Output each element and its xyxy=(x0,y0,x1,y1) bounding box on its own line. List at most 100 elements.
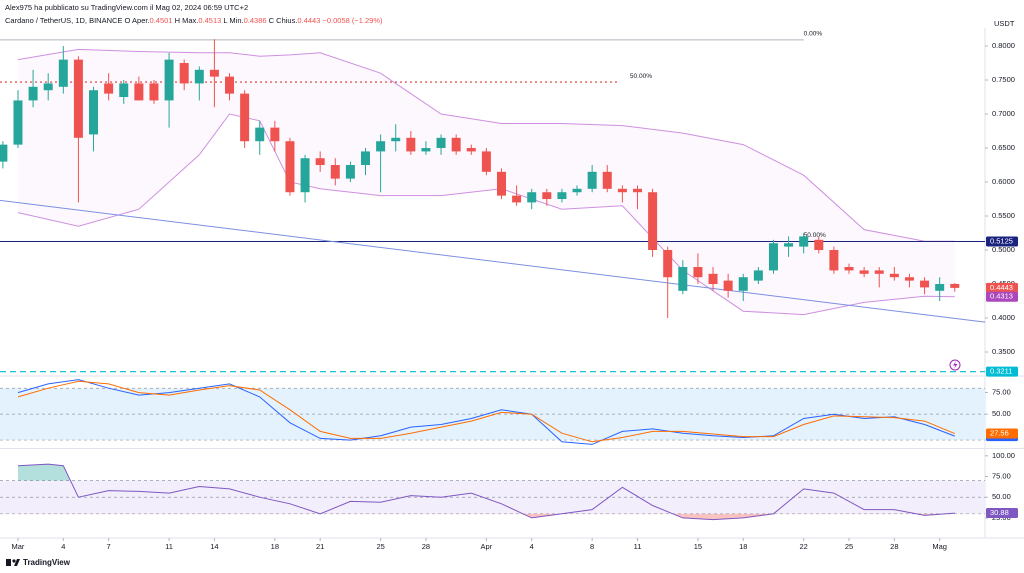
candle-body xyxy=(270,127,280,142)
candle-body xyxy=(920,280,930,288)
y-tick-label: 0.4000 xyxy=(992,313,1015,322)
author-line: Alex975 ha pubblicato su TradingView.com… xyxy=(5,3,249,12)
x-tick-label: 21 xyxy=(316,542,324,551)
candle-body xyxy=(481,151,491,172)
x-tick-label: 25 xyxy=(376,542,384,551)
ohlc-label: Aper. xyxy=(132,16,150,25)
footer-logo xyxy=(6,559,20,566)
indicator-line xyxy=(17,380,955,443)
y-tick-label: 0.7000 xyxy=(992,109,1015,118)
logo-slash xyxy=(14,559,20,566)
candle-body xyxy=(542,192,552,200)
x-tick-label: 28 xyxy=(422,542,430,551)
candle-body xyxy=(406,137,416,152)
candle-body xyxy=(829,250,839,271)
x-tick-label: 4 xyxy=(61,542,65,551)
indicator-line xyxy=(17,463,955,521)
candle-body xyxy=(225,76,235,94)
candle-body xyxy=(330,165,340,179)
candle-body xyxy=(663,250,673,278)
candle-body xyxy=(874,270,884,274)
candle-body xyxy=(240,93,250,142)
candle-body xyxy=(572,188,582,193)
candle-body xyxy=(194,69,204,84)
candle-body xyxy=(119,83,129,98)
ohlc-label: Chius. xyxy=(276,16,298,25)
band-area xyxy=(17,49,955,315)
candle-body xyxy=(89,90,99,135)
candle-body xyxy=(28,86,38,101)
x-tick-label: Apr xyxy=(481,542,493,551)
candle-body xyxy=(753,270,763,281)
candle-body xyxy=(935,284,945,291)
currency: USDT xyxy=(994,19,1015,28)
ohlc-key: C xyxy=(268,16,275,25)
x-tick-label: 8 xyxy=(590,542,594,551)
candle-body xyxy=(496,171,506,196)
candle-body xyxy=(904,277,914,281)
x-tick-label: 14 xyxy=(210,542,218,551)
candle-body xyxy=(0,144,8,162)
candle-body xyxy=(693,267,703,278)
x-tick-label: 7 xyxy=(107,542,111,551)
price-label: 0.4443 xyxy=(990,283,1013,292)
candle-body xyxy=(512,195,522,203)
x-tick-label: Mag xyxy=(932,542,947,551)
price-label: 0.5125 xyxy=(990,237,1013,246)
price-label-box xyxy=(986,291,1018,302)
value-label-box xyxy=(986,508,1018,519)
candle-body xyxy=(209,69,219,77)
band-upper xyxy=(17,48,955,242)
candle-body xyxy=(73,59,83,138)
price-label: 0.3211 xyxy=(990,367,1012,376)
ohlc-value: 0.4501 xyxy=(149,16,173,25)
y-tick-label: 0.3500 xyxy=(992,347,1015,356)
candle-body xyxy=(315,158,325,166)
candle-body xyxy=(859,270,869,274)
candle-body xyxy=(723,280,733,291)
candle-body xyxy=(632,188,642,193)
ohlc-value: 0.4443 xyxy=(297,16,321,25)
candle-body xyxy=(149,83,159,101)
x-tick-label: 11 xyxy=(634,542,642,551)
change: −0.0058 (−1.29%) xyxy=(322,16,383,25)
candle-body xyxy=(784,243,794,247)
x-tick-label: 25 xyxy=(845,542,853,551)
indicator-line xyxy=(17,379,955,445)
y-tick-label: 0.7500 xyxy=(992,75,1015,84)
value-label-box xyxy=(986,428,1018,439)
ohlc-value: 0.4513 xyxy=(198,16,222,25)
y-tick-label: 0.5500 xyxy=(992,211,1015,220)
value-label: 27.56 xyxy=(990,429,1009,438)
candle-body xyxy=(799,236,809,247)
candle-body xyxy=(527,192,537,203)
ohlc-label: Min. xyxy=(229,16,244,25)
candle-body xyxy=(300,158,310,193)
symbol-line: Cardano / TetherUS, 1D, BINANCE O Aper.0… xyxy=(5,14,383,27)
x-tick-label: 22 xyxy=(800,542,808,551)
candle-body xyxy=(255,127,265,142)
candle-body xyxy=(466,148,476,152)
ohlc-value: 0.4386 xyxy=(243,16,267,25)
logo-bar xyxy=(6,559,11,566)
value-label: 30.88 xyxy=(990,508,1009,517)
candle-body xyxy=(58,59,68,87)
y-tick-label: 0.8000 xyxy=(992,41,1015,50)
ohlc-key: O xyxy=(124,16,131,25)
x-tick-label: 15 xyxy=(694,542,702,551)
level-label: 50.00% xyxy=(804,232,826,239)
candle-body xyxy=(950,283,960,288)
alert-bolt xyxy=(953,361,958,369)
x-tick-label: 28 xyxy=(890,542,898,551)
header: Alex975 ha pubblicato su TradingView.com… xyxy=(5,1,383,27)
y-tick-label: 75.00 xyxy=(992,471,1011,480)
y-tick-label: 0.6000 xyxy=(992,177,1015,186)
y-tick-label: 50.00 xyxy=(992,409,1011,418)
candle-body xyxy=(889,273,899,278)
candle-body xyxy=(104,83,114,94)
candle-body xyxy=(617,188,627,193)
candle-body xyxy=(376,141,386,152)
x-tick-label: 4 xyxy=(530,542,534,551)
price-label-box xyxy=(986,282,1018,293)
